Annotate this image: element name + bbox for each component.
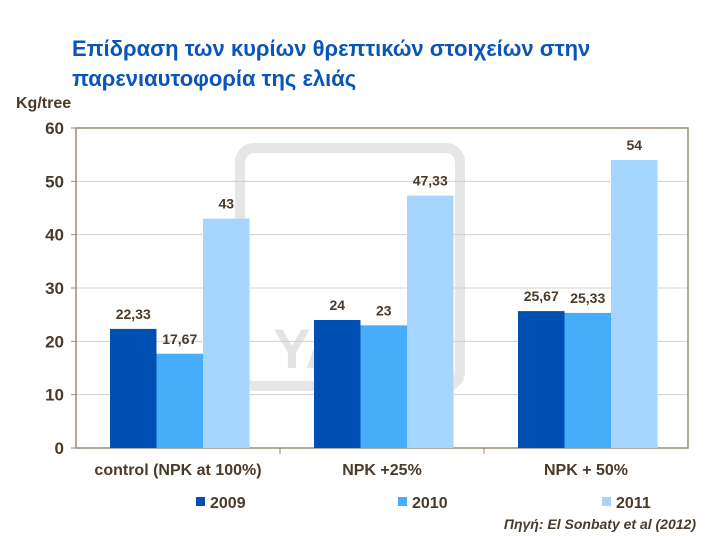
legend-label: 2009 [210, 495, 246, 512]
data-label: 24 [329, 297, 345, 313]
bar-2011 [203, 218, 250, 448]
y-tick-label: 10 [45, 386, 64, 405]
x-tick-label: control (NPK at 100%) [94, 462, 261, 479]
y-tick-label: 40 [45, 226, 64, 245]
bar-2010 [156, 353, 203, 448]
source-note: Πηγή: El Sonbaty et al (2012) [503, 516, 696, 532]
data-label: 17,67 [162, 331, 197, 347]
legend-swatch-2010 [398, 497, 407, 506]
y-tick-label: 50 [45, 172, 64, 191]
data-label: 54 [626, 137, 642, 153]
bar-2009 [314, 320, 361, 448]
y-tick-label: 20 [45, 332, 64, 351]
y-tick-label: 60 [45, 119, 64, 138]
chart-title: Επίδραση των κυρίων θρεπτικών στοιχείων … [72, 36, 591, 91]
legend-label: 2011 [616, 495, 651, 512]
data-label: 23 [376, 302, 392, 318]
bar-2010 [360, 325, 407, 448]
bar-2010 [564, 312, 611, 448]
x-tick-label: NPK + 50% [544, 462, 628, 479]
legend-swatch-2009 [196, 497, 205, 506]
data-label: 43 [218, 196, 234, 212]
y-tick-label: 0 [55, 439, 64, 458]
data-label: 25,33 [570, 290, 605, 306]
data-label: 47,33 [413, 173, 448, 189]
legend-swatch-2011 [602, 497, 611, 506]
y-tick-label: 30 [45, 279, 64, 298]
bar-2009 [110, 328, 157, 448]
x-tick-label: NPK +25% [342, 462, 422, 479]
legend-label: 2010 [412, 495, 448, 512]
bar-2011 [407, 195, 454, 448]
bar-2011 [611, 160, 658, 448]
data-label: 25,67 [524, 288, 559, 304]
y-axis-label: Kg/tree [16, 95, 71, 112]
bar-2009 [518, 311, 565, 448]
data-label: 22,33 [116, 306, 151, 322]
